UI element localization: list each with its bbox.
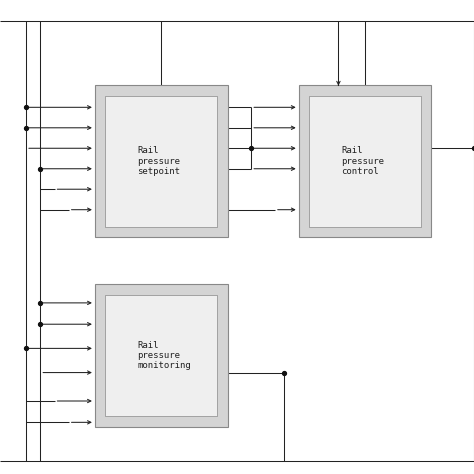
Bar: [95, 85, 228, 237]
Bar: [309, 96, 421, 227]
Bar: [95, 284, 228, 427]
Bar: [105, 96, 217, 227]
Text: Rail
pressure
monitoring: Rail pressure monitoring: [137, 341, 191, 370]
Text: Rail
pressure
setpoint: Rail pressure setpoint: [137, 146, 180, 176]
Bar: [299, 85, 431, 237]
Bar: [105, 295, 217, 416]
Text: Rail
pressure
control: Rail pressure control: [341, 146, 384, 176]
